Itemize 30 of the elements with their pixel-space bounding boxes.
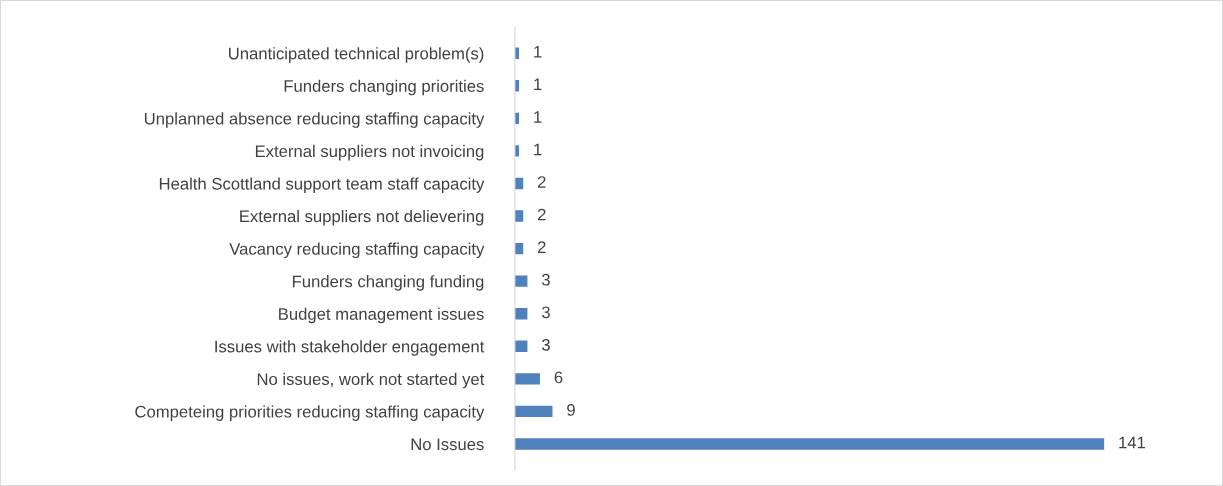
y-tick-label: Issues with stakeholder engagement bbox=[215, 340, 485, 356]
y-tick-label: Competeing priorities reducing staffing capacity bbox=[135, 405, 485, 421]
data-label: 3 bbox=[541, 273, 550, 286]
data-label: 2 bbox=[537, 241, 546, 253]
y-tick-label: External suppliers not delievering bbox=[240, 209, 484, 226]
y-tick-label: No Issues bbox=[411, 438, 484, 451]
bar bbox=[514, 373, 540, 385]
data-label: 1 bbox=[534, 111, 542, 123]
bar bbox=[514, 275, 528, 287]
bar bbox=[514, 438, 1105, 450]
y-tick-label: Funders changing priorities bbox=[284, 79, 484, 96]
data-label: 1 bbox=[534, 78, 542, 91]
y-tick-label: Unplanned absence reducing staffing capacity bbox=[144, 112, 485, 128]
data-label: 2 bbox=[537, 208, 546, 221]
y-tick-label: Funders changing funding bbox=[292, 275, 484, 291]
y-tick-label: External suppliers not invoicing bbox=[255, 144, 484, 161]
y-tick-label: Vacancy reducing staffing capacity bbox=[229, 242, 485, 259]
y-tick-label: No issues, work not started yet bbox=[257, 372, 485, 389]
data-label: 1 bbox=[534, 46, 542, 58]
y-tick-label: Budget management issues bbox=[279, 307, 484, 324]
data-label: 6 bbox=[554, 371, 563, 384]
data-label: 3 bbox=[541, 306, 550, 319]
data-label: 2 bbox=[537, 176, 546, 188]
data-label: 9 bbox=[567, 404, 575, 416]
bar bbox=[514, 405, 553, 418]
y-tick-label: Unanticipated technical problem(s) bbox=[229, 47, 484, 63]
data-label: 1 bbox=[534, 143, 542, 156]
y-tick-label: Health Scottland support team staff capacity bbox=[159, 177, 485, 193]
data-label: 3 bbox=[541, 338, 550, 351]
data-label: 141 bbox=[1119, 436, 1146, 449]
